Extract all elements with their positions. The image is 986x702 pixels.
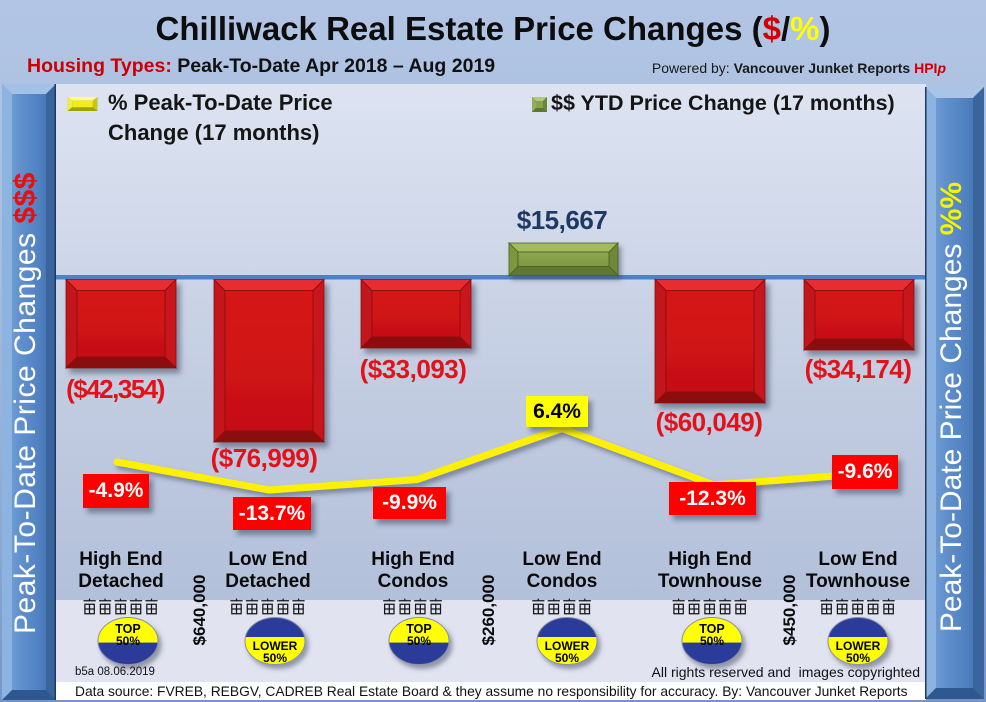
svg-text:50%: 50%	[116, 634, 140, 648]
svg-text:LOWER: LOWER	[253, 639, 298, 653]
svg-text:Peak-To-Date Price Changes $$$: Peak-To-Date Price Changes $$$	[9, 172, 42, 634]
svg-text:50%: 50%	[700, 634, 724, 648]
svg-text:50%: 50%	[407, 634, 431, 648]
svg-text:50%: 50%	[555, 651, 579, 665]
svg-text:TOP: TOP	[406, 622, 431, 636]
svg-text:TOP: TOP	[699, 622, 724, 636]
svg-text:50%: 50%	[263, 651, 287, 665]
svg-text:50%: 50%	[846, 651, 870, 665]
svg-text:LOWER: LOWER	[836, 639, 881, 653]
svg-text:TOP: TOP	[115, 622, 140, 636]
svg-text:LOWER: LOWER	[545, 639, 590, 653]
svg-text:Peak-To-Date Price Changes: Peak-To-Date Price Changes %%	[935, 182, 968, 632]
